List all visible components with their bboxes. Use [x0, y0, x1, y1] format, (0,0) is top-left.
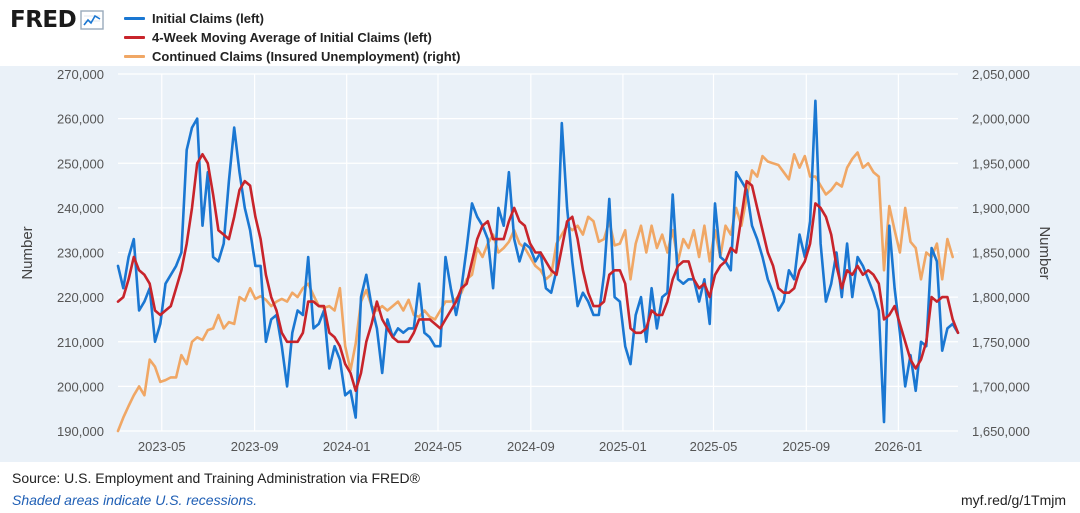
y-axis-title-left: Number [19, 226, 36, 279]
y-tick-label-left: 200,000 [57, 379, 104, 394]
y-tick-label-left: 270,000 [57, 67, 104, 82]
legend-label-initial-claims: Initial Claims (left) [152, 11, 264, 26]
x-tick-label: 2026-01 [875, 439, 923, 454]
x-tick-label: 2024-01 [323, 439, 371, 454]
y-tick-label-right: 1,900,000 [972, 201, 1030, 216]
y-tick-label-right: 1,850,000 [972, 246, 1030, 261]
x-tick-label: 2025-05 [690, 439, 738, 454]
y-tick-label-right: 1,950,000 [972, 156, 1030, 171]
short-url-link[interactable]: myf.red/g/1Tmjm [960, 492, 1066, 508]
y-tick-label-right: 1,650,000 [972, 424, 1030, 439]
legend-label-continued-claims: Continued Claims (Insured Unemployment) … [152, 49, 461, 64]
series-line-moving-average[interactable] [116, 153, 960, 393]
y-tick-label-left: 220,000 [57, 290, 104, 305]
x-tick-label: 2025-01 [599, 439, 647, 454]
series-line-initial-claims[interactable] [116, 99, 960, 424]
x-tick-label: 2025-09 [782, 439, 830, 454]
legend-swatch-continued-claims [124, 55, 145, 58]
logo-text: FRED [10, 7, 77, 33]
chart-area: 190,000 1,650,000 200,000 1,700,000 210,000 1… [0, 66, 1080, 462]
chart-svg[interactable]: 190,000 1,650,000 200,000 1,700,000 210,000 1… [0, 66, 1080, 462]
y-tick-label-right: 1,700,000 [972, 379, 1030, 394]
source-note: Source: U.S. Employment and Training Adm… [12, 470, 420, 486]
y-axis-title-right: Number [1036, 226, 1053, 279]
legend-item-moving-average[interactable]: 4-Week Moving Average of Initial Claims … [124, 28, 460, 47]
legend-swatch-initial-claims [124, 17, 145, 20]
series-line-continued-claims[interactable] [116, 151, 955, 433]
y-tick-label-right: 1,800,000 [972, 290, 1030, 305]
y-tick-label-left: 240,000 [57, 201, 104, 216]
x-tick-label: 2024-05 [414, 439, 462, 454]
y-tick-label-left: 260,000 [57, 112, 104, 127]
x-tick-label: 2023-09 [231, 439, 279, 454]
line-chart-icon [80, 10, 104, 30]
chart-header: FRED Initial Claims (left) 4-Week Moving… [0, 0, 1080, 66]
legend-item-initial-claims[interactable]: Initial Claims (left) [124, 9, 460, 28]
fred-logo[interactable]: FRED [10, 4, 104, 36]
y-tick-label-right: 1,750,000 [972, 335, 1030, 350]
y-tick-label-right: 2,000,000 [972, 112, 1030, 127]
chart-legend: Initial Claims (left) 4-Week Moving Aver… [124, 9, 460, 66]
x-tick-label: 2024-09 [507, 439, 555, 454]
y-tick-label-left: 230,000 [57, 246, 104, 261]
legend-swatch-moving-average [124, 36, 145, 39]
x-tick-label: 2023-05 [138, 439, 186, 454]
recession-note: Shaded areas indicate U.S. recessions. [12, 492, 258, 508]
y-tick-label-left: 250,000 [57, 156, 104, 171]
legend-item-continued-claims[interactable]: Continued Claims (Insured Unemployment) … [124, 47, 460, 66]
y-tick-label-right: 2,050,000 [972, 67, 1030, 82]
y-tick-label-left: 190,000 [57, 424, 104, 439]
legend-label-moving-average: 4-Week Moving Average of Initial Claims … [152, 30, 432, 45]
y-tick-label-left: 210,000 [57, 335, 104, 350]
